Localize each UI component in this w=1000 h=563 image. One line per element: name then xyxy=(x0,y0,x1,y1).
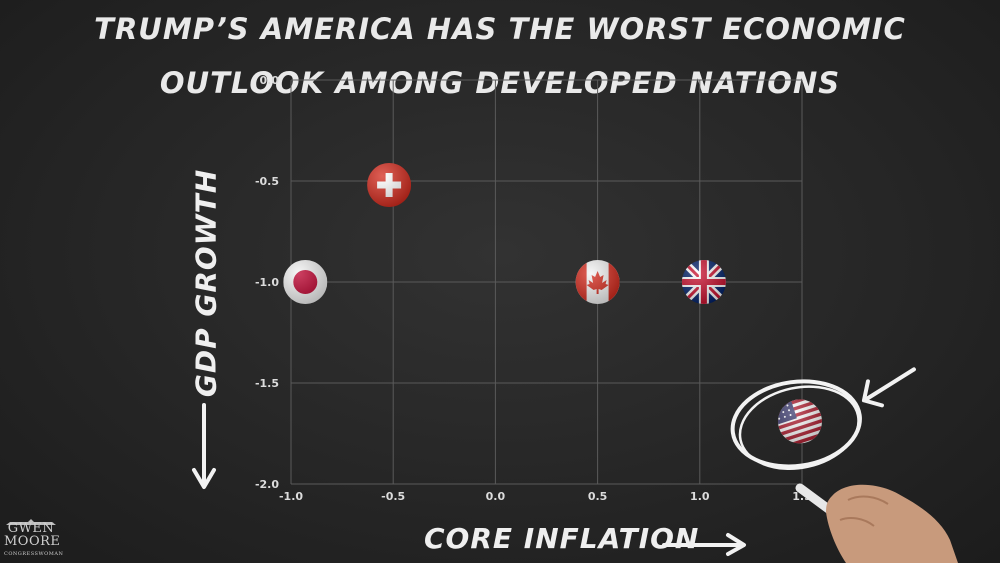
point-united-states xyxy=(778,399,822,444)
japan-flag-icon xyxy=(283,260,328,304)
logo-line-2: MOORE xyxy=(4,534,61,549)
capitol-icon xyxy=(4,514,58,525)
y-tick-label: 0.0 xyxy=(260,74,280,87)
logo-line-3: CONGRESSWOMAN xyxy=(4,551,64,557)
uk-flag-icon xyxy=(681,260,726,304)
x-axis-label: CORE INFLATION xyxy=(424,522,700,555)
point-canada xyxy=(575,260,620,304)
x-axis-arrow xyxy=(662,533,746,556)
y-tick-label: -0.5 xyxy=(255,175,279,188)
usa-flag-icon xyxy=(778,399,822,444)
chart-title: TRUMP’S AMERICA HAS THE WORST ECONOMIC xyxy=(94,12,906,46)
x-tick-label: 0.5 xyxy=(588,490,608,503)
x-tick-label: -1.0 xyxy=(279,490,303,503)
highlight-arrow xyxy=(863,367,916,402)
x-tick-label: -0.5 xyxy=(381,490,405,503)
point-japan xyxy=(283,260,328,304)
chart-subtitle: OUTLOOK AMONG DEVELOPED NATIONS xyxy=(159,66,841,100)
highlight-circle xyxy=(730,379,862,469)
y-tick-label: -1.5 xyxy=(255,377,279,390)
y-tick-label: -2.0 xyxy=(255,478,279,491)
x-tick-label: 0.0 xyxy=(486,490,506,503)
hand-with-chalk-icon xyxy=(795,483,958,563)
y-tick-label: -1.0 xyxy=(255,276,279,289)
point-switzerland xyxy=(367,163,412,207)
y-axis-arrow xyxy=(192,403,216,489)
x-tick-label: 1.0 xyxy=(690,490,710,503)
gwen-moore-logo: GWEN MOORE CONGRESSWOMAN xyxy=(4,514,64,561)
canada-flag-icon xyxy=(575,260,620,304)
point-united-kingdom xyxy=(681,260,726,304)
swiss-flag-icon xyxy=(367,163,412,207)
y-axis-label: GDP GROWTH xyxy=(189,168,223,398)
logo-line-1: GWEN xyxy=(7,521,55,536)
